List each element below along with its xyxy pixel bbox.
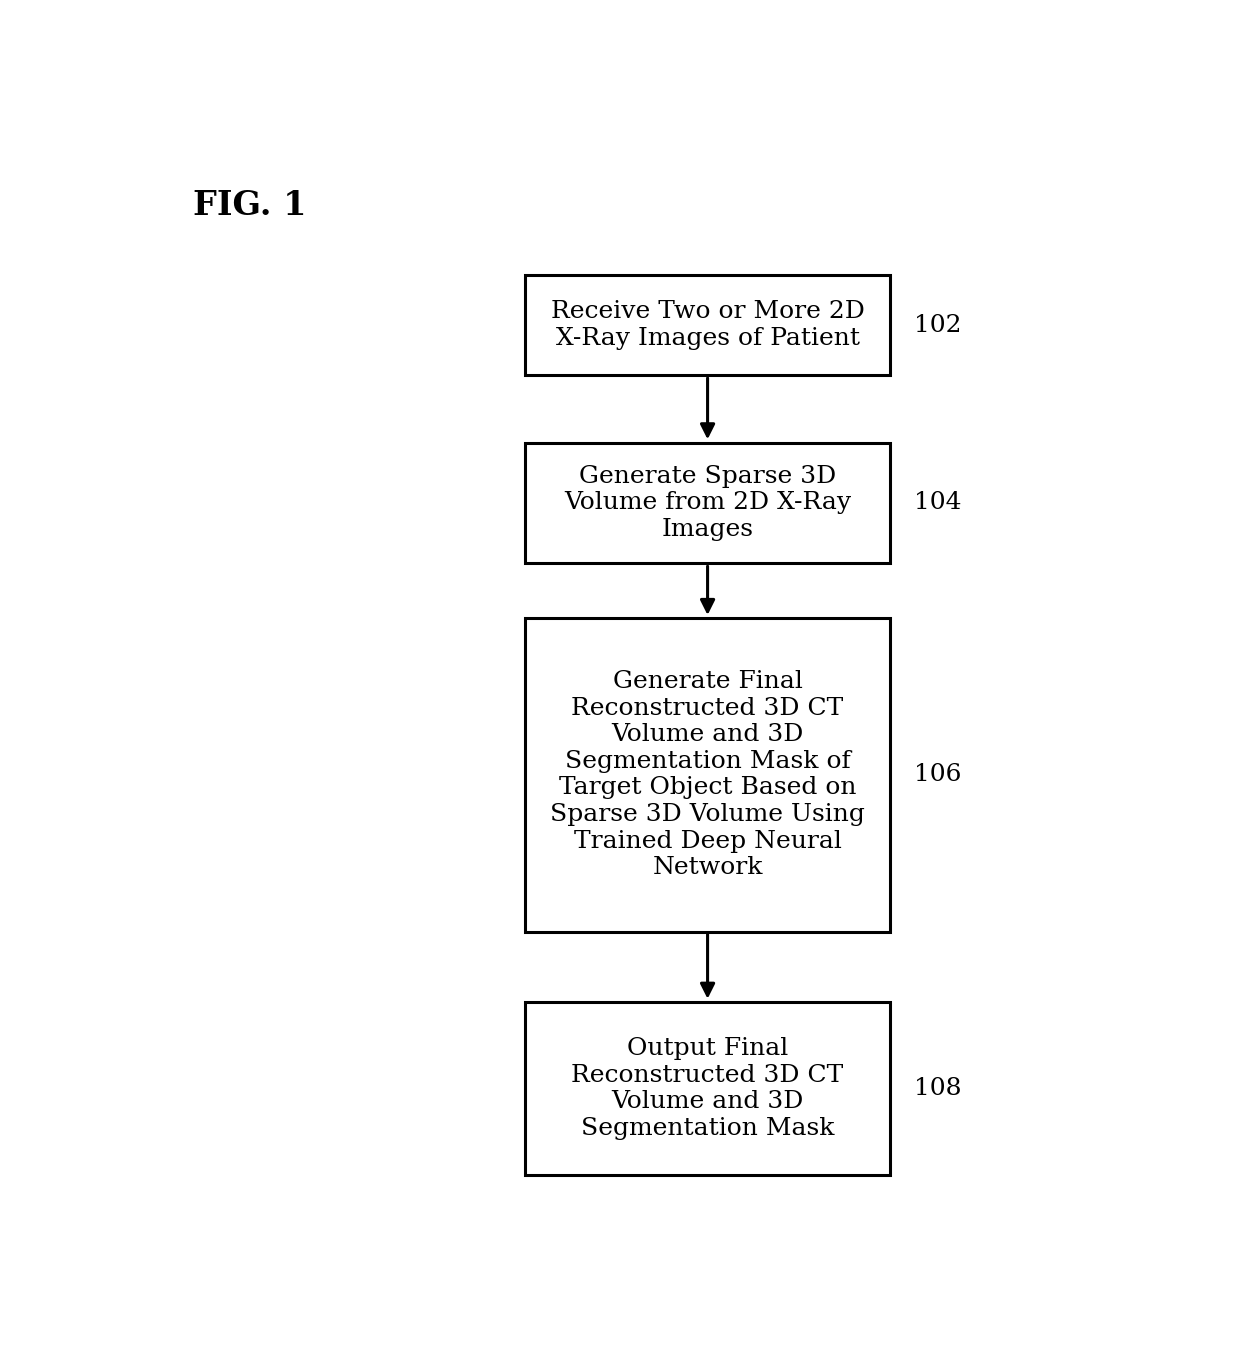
FancyBboxPatch shape <box>525 443 890 564</box>
FancyBboxPatch shape <box>525 276 890 375</box>
Text: Receive Two or More 2D
X-Ray Images of Patient: Receive Two or More 2D X-Ray Images of P… <box>551 300 864 350</box>
Text: 108: 108 <box>914 1077 962 1100</box>
Text: Generate Final
Reconstructed 3D CT
Volume and 3D
Segmentation Mask of
Target Obj: Generate Final Reconstructed 3D CT Volum… <box>551 669 866 879</box>
FancyBboxPatch shape <box>525 1002 890 1175</box>
Text: Output Final
Reconstructed 3D CT
Volume and 3D
Segmentation Mask: Output Final Reconstructed 3D CT Volume … <box>572 1038 843 1139</box>
Text: 104: 104 <box>914 492 962 515</box>
Text: 102: 102 <box>914 314 962 337</box>
FancyBboxPatch shape <box>525 618 890 932</box>
Text: 106: 106 <box>914 763 962 786</box>
Text: FIG. 1: FIG. 1 <box>193 189 308 223</box>
Text: Generate Sparse 3D
Volume from 2D X-Ray
Images: Generate Sparse 3D Volume from 2D X-Ray … <box>564 464 851 540</box>
